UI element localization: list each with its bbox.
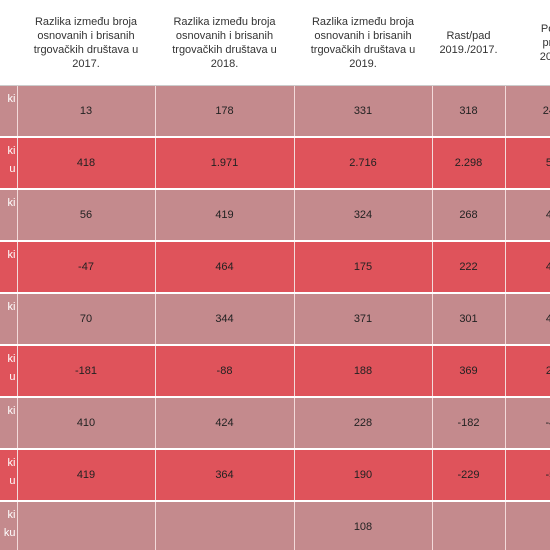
table-row: ki70344371301430 [0, 293, 550, 346]
header-cell [0, 0, 17, 86]
cell: -47 [17, 241, 156, 294]
cell: 13 [17, 85, 156, 138]
cell: 2446 [505, 85, 550, 138]
cell: 301 [432, 293, 506, 346]
cell: 178 [155, 85, 295, 138]
cell: 430 [505, 293, 550, 346]
table-row: ki56419324268478 [0, 189, 550, 242]
table-body: ki131783313182446ki u4181.9712.7162.2985… [0, 85, 550, 550]
cell: 70 [17, 293, 156, 346]
cell: 410 [17, 397, 156, 450]
row-label: ki [0, 397, 18, 450]
cell: 344 [155, 293, 295, 346]
cell: 418 [17, 137, 156, 190]
cell: 1.971 [155, 137, 295, 190]
cell: 478 [505, 189, 550, 242]
cell [17, 501, 156, 550]
cell: 318 [432, 85, 506, 138]
cell: -229 [432, 449, 506, 502]
table-row: ki-47464175222472 [0, 241, 550, 294]
cell [432, 501, 506, 550]
cell: 228 [294, 397, 433, 450]
row-label: ki [0, 189, 18, 242]
cell: 56 [17, 189, 156, 242]
cell: -182 [432, 397, 506, 450]
cell: -54, [505, 449, 550, 502]
cell: 222 [432, 241, 506, 294]
cell: 331 [294, 85, 433, 138]
cell [155, 501, 295, 550]
cell: 2.298 [432, 137, 506, 190]
cell: 268 [432, 189, 506, 242]
cell: 188 [294, 345, 433, 398]
row-label: ki u [0, 449, 18, 502]
table-row: ki u-181-88188369203 [0, 345, 550, 398]
row-label: ki ku [0, 501, 18, 550]
header-cell: Razlika između broja osnovanih i brisani… [294, 0, 432, 86]
header-cell: Rast/pad 2019./2017. [432, 0, 505, 86]
cell: 369 [432, 345, 506, 398]
cell: 2.716 [294, 137, 433, 190]
row-label: ki u [0, 345, 18, 398]
cell: -88 [155, 345, 295, 398]
cell: 364 [155, 449, 295, 502]
cell: 190 [294, 449, 433, 502]
row-label: ki [0, 293, 18, 346]
header-cell: Posto prom 2019./ [505, 0, 550, 86]
cell: 108 [294, 501, 433, 550]
cell: 371 [294, 293, 433, 346]
row-label: ki [0, 241, 18, 294]
cell: 424 [155, 397, 295, 450]
cell: 203 [505, 345, 550, 398]
header-row: Razlika između broja osnovanih i brisani… [0, 0, 550, 86]
cell: 549 [505, 137, 550, 190]
row-label: ki u [0, 137, 18, 190]
row-label: ki [0, 85, 18, 138]
cell: -44, [505, 397, 550, 450]
cell: 472 [505, 241, 550, 294]
cell: 175 [294, 241, 433, 294]
table-row: ki ku 108 [0, 501, 550, 550]
table-row: ki131783313182446 [0, 85, 550, 138]
cell: 419 [17, 449, 156, 502]
header-cell: Razlika između broja osnovanih i brisani… [155, 0, 294, 86]
cell: 324 [294, 189, 433, 242]
cell [505, 501, 550, 550]
cell: -181 [17, 345, 156, 398]
cell: 419 [155, 189, 295, 242]
cell: 464 [155, 241, 295, 294]
header-cell: Razlika između broja osnovanih i brisani… [17, 0, 155, 86]
